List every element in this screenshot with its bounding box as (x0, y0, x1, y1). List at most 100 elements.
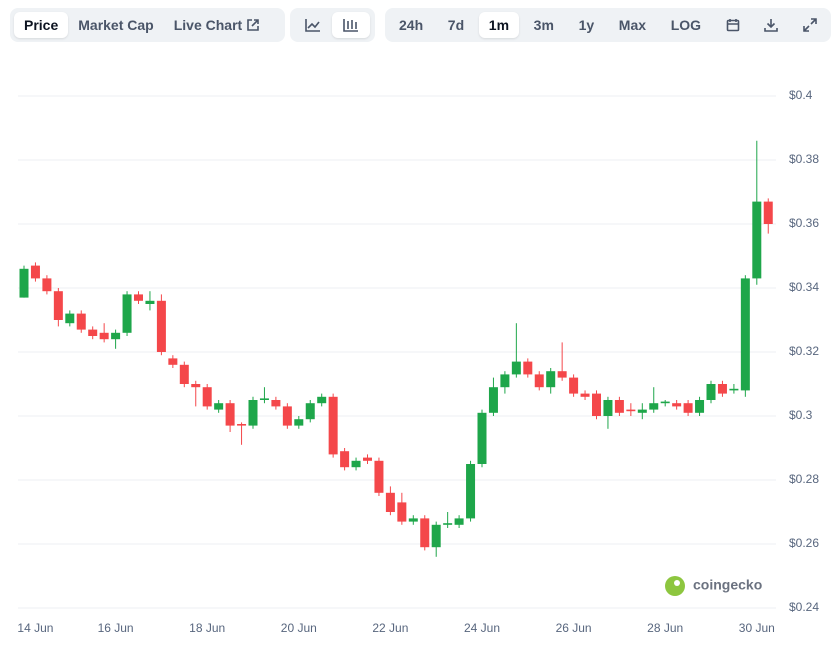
candle-body (454, 518, 464, 525)
candle-body (122, 294, 132, 333)
y-tick-label: $0.36 (789, 216, 819, 230)
candle-body (511, 361, 521, 375)
candle-body (523, 361, 533, 375)
candle-body (385, 492, 395, 512)
candle-body (408, 518, 418, 522)
candle-body (706, 384, 716, 400)
candle-body (695, 400, 705, 413)
candle-body (294, 419, 304, 426)
candle-body (729, 388, 739, 391)
candle-body (328, 396, 338, 455)
candle-body (42, 278, 52, 292)
range-button[interactable]: 3m (533, 17, 554, 33)
candle-body (420, 518, 430, 548)
y-tick-label: $0.3 (789, 408, 813, 422)
candle-body (65, 313, 75, 324)
candle-body (488, 387, 498, 413)
candle-body (557, 371, 567, 378)
candle-body (569, 377, 579, 394)
fullscreen-button[interactable] (793, 12, 827, 38)
candle-body (683, 403, 693, 413)
tab[interactable]: Price (14, 12, 69, 38)
calendar-icon (726, 19, 739, 32)
candle-body (466, 464, 476, 519)
y-tick-label: $0.32 (789, 344, 819, 358)
candle-body (500, 374, 510, 388)
line-icon (305, 19, 320, 32)
x-tick-label: 22 Jun (372, 621, 408, 635)
candle-body (534, 374, 544, 388)
candle-body (134, 294, 143, 301)
candle-body (99, 332, 109, 340)
range-button[interactable]: 7d (447, 17, 465, 33)
x-tick-label: 20 Jun (281, 621, 317, 635)
candle-body (717, 384, 727, 394)
log-button[interactable]: LOG (670, 17, 702, 33)
x-tick-label: 26 Jun (556, 621, 592, 635)
x-tick-label: 30 Jun (739, 621, 775, 635)
candle-body (363, 457, 372, 461)
x-tick-label: 16 Jun (98, 621, 134, 635)
candle-body (191, 384, 201, 388)
y-tick-label: $0.34 (789, 280, 819, 294)
candle-body (305, 403, 315, 420)
candle-body (179, 364, 189, 384)
y-tick-label: $0.38 (789, 152, 819, 166)
x-tick-label: 18 Jun (189, 621, 225, 635)
candle-body (30, 265, 40, 279)
tab-group: Price Market Cap Live Chart (10, 8, 285, 42)
candle-body (214, 403, 224, 410)
candle-body (19, 268, 29, 298)
watermark: coingecko (693, 577, 762, 593)
candle-body (259, 398, 269, 400)
range-button[interactable]: 1m (478, 12, 520, 38)
range-button[interactable]: 1y (578, 17, 595, 33)
tab[interactable]: Market Cap (78, 17, 154, 33)
candle-body (145, 300, 155, 304)
logo (665, 576, 685, 596)
candle-body (76, 313, 86, 330)
candle-icon (343, 19, 358, 32)
tab[interactable]: Live Chart (164, 12, 270, 38)
candle-body (740, 278, 750, 391)
candle-body (351, 460, 361, 468)
candle-body (431, 524, 441, 548)
candle-body (53, 291, 63, 320)
candle-body (672, 403, 682, 407)
range-button[interactable]: 24h (399, 17, 424, 33)
range-group: 24h 7d 1m 3m 1y Max LOG (385, 8, 831, 42)
x-tick-label: 14 Jun (17, 621, 53, 635)
candle-body (580, 393, 590, 397)
candle-body (248, 400, 258, 426)
tab-label: Live Chart (173, 17, 243, 33)
candle-body (202, 387, 212, 407)
candle-body (637, 409, 647, 413)
candle-body (374, 460, 384, 493)
logo-eye (674, 580, 680, 586)
line-button[interactable] (294, 12, 332, 38)
candle-body (156, 300, 166, 352)
candle-body (763, 201, 773, 224)
x-tick-label: 28 Jun (647, 621, 683, 635)
candle-body (649, 403, 659, 410)
candle-body (443, 523, 453, 525)
candle-body (282, 406, 292, 426)
download-button[interactable] (754, 12, 788, 38)
calendar-button[interactable] (716, 12, 750, 38)
candle-body (225, 403, 235, 426)
y-tick-label: $0.4 (789, 88, 813, 102)
y-tick-label: $0.26 (789, 536, 819, 550)
candle-button[interactable] (332, 12, 370, 38)
candle-body (237, 424, 247, 426)
candle-body (317, 396, 327, 404)
candle-body (168, 358, 178, 365)
candle-body (111, 332, 121, 340)
candle-body (603, 400, 613, 416)
range-button[interactable]: Max (618, 17, 647, 33)
candle-body (592, 393, 601, 416)
x-tick-label: 24 Jun (464, 621, 500, 635)
candle-body (397, 502, 407, 522)
candle-body (752, 201, 762, 279)
candle-body (626, 409, 636, 412)
